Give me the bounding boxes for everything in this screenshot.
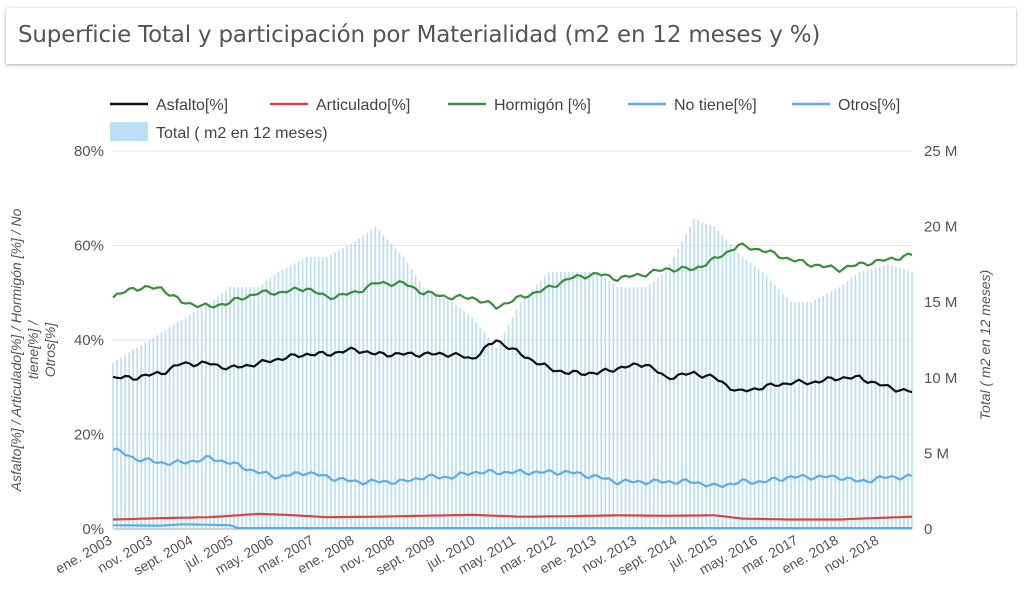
legend-label: Articulado[%] xyxy=(316,97,410,114)
y-left-tick-label: 40% xyxy=(74,332,104,349)
y-right-tick-label: 25 M xyxy=(924,143,957,160)
y-left-tick-label: 60% xyxy=(74,238,104,255)
y-left-tick-label: 20% xyxy=(74,427,104,444)
series-line-asfalto xyxy=(112,339,913,394)
y-left-tick-label: 80% xyxy=(74,143,104,160)
y-right-axis-title: Total ( m2 en 12 meses) xyxy=(977,270,993,420)
series-line-hormig-n xyxy=(112,242,913,310)
y-right-tick-label: 5 M xyxy=(924,445,949,462)
y-left-axis-title-line: tiene[%] / xyxy=(25,319,41,379)
chart-title: Superficie Total y participación por Mat… xyxy=(18,22,821,48)
legend-label: Total ( m2 en 12 meses) xyxy=(156,125,328,142)
legend-label: Hormigón [%] xyxy=(494,97,591,114)
series-line-articulado xyxy=(112,512,913,521)
y-left-axis-title-line: Otros[%] xyxy=(42,322,58,378)
legend-label: Asfalto[%] xyxy=(156,97,228,114)
y-right-tick-label: 20 M xyxy=(924,219,957,236)
y-left-axis-title-line: Asfalto[%] / Articulado[%] / Hormigón [%… xyxy=(8,208,24,492)
chart-title-card: Superficie Total y participación por Mat… xyxy=(6,8,1016,64)
series-line-no-tiene xyxy=(112,447,913,489)
legend-label: No tiene[%] xyxy=(674,97,757,114)
legend-label: Otros[%] xyxy=(838,97,900,114)
y-right-tick-label: 0 xyxy=(924,521,932,538)
legend-swatch xyxy=(110,122,148,141)
series-line-otros xyxy=(112,523,912,530)
y-left-axis-title: Asfalto[%] / Articulado[%] / Hormigón [%… xyxy=(8,208,58,492)
y-right-tick-label: 10 M xyxy=(924,370,957,387)
y-right-tick-label: 15 M xyxy=(924,294,957,311)
y-left-tick-label: 0% xyxy=(82,521,104,538)
